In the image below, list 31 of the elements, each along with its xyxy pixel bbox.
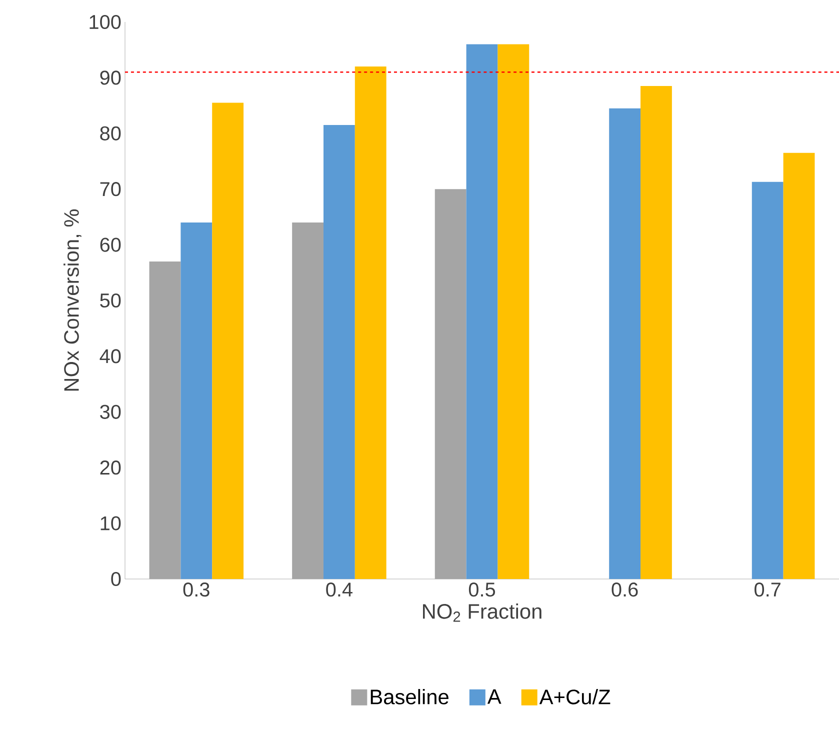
y-tick-label: 20: [100, 460, 121, 475]
x-tick-label: 0.6: [612, 582, 638, 597]
bar: [180, 222, 212, 580]
bar: [323, 125, 355, 580]
y-tick-label: 0: [111, 572, 121, 586]
y-tick-label: 60: [100, 238, 121, 252]
bar: [212, 102, 244, 580]
bar: [466, 44, 498, 580]
y-axis-title: NOx Conversion, %: [64, 209, 82, 391]
y-tick-label: 70: [100, 182, 121, 196]
y-tick-label: 90: [100, 70, 121, 85]
y-tick-label: 100: [90, 14, 121, 30]
bar: [783, 152, 815, 580]
x-tick-label: 0.4: [326, 582, 352, 597]
legend-label: Baseline: [370, 689, 448, 704]
x-tick-label: 0.3: [183, 582, 210, 597]
bar: [609, 108, 641, 580]
legend-label: A: [487, 689, 502, 704]
bar: [640, 86, 672, 580]
bar: [752, 182, 784, 580]
y-tick-label: 40: [100, 349, 121, 364]
legend-label: A+Cu/Z: [539, 689, 610, 704]
y-tick-label: 80: [100, 126, 121, 140]
y-tick-label: 30: [100, 404, 121, 419]
x-axis-title: NO$_{2}$ Fraction: [423, 603, 542, 622]
y-tick-label: 10: [100, 516, 121, 530]
bar: [498, 44, 530, 580]
y-tick-label: 50: [100, 293, 121, 308]
x-tick-label: 0.5: [468, 582, 496, 597]
x-tick-label: 0.7: [754, 582, 780, 597]
bar: [354, 66, 386, 580]
